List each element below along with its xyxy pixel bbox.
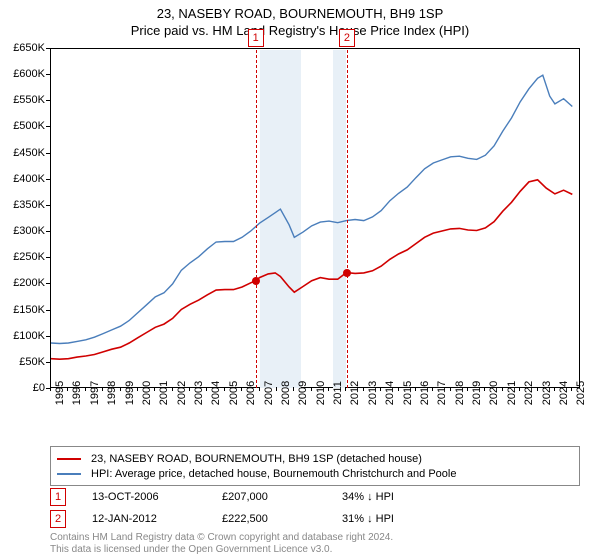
y-axis-label: £100K xyxy=(13,330,45,342)
x-axis-label: 2024 xyxy=(558,381,570,405)
y-axis-label: £250K xyxy=(13,251,45,263)
sale-diff-1: 34% ↓ HPI xyxy=(342,491,462,503)
x-axis-label: 2018 xyxy=(454,381,466,405)
y-axis-label: £50K xyxy=(19,356,45,368)
series-property xyxy=(51,180,572,359)
x-axis-label: 2010 xyxy=(315,381,327,405)
x-axis-label: 2021 xyxy=(506,381,518,405)
footer-line1: Contains HM Land Registry data © Crown c… xyxy=(50,532,393,544)
sale-marker-line xyxy=(347,50,348,388)
x-axis-label: 1999 xyxy=(124,381,136,405)
x-axis-label: 2005 xyxy=(228,381,240,405)
x-axis-label: 2002 xyxy=(176,381,188,405)
sale-marker-dot xyxy=(252,277,260,285)
sale-price-1: £207,000 xyxy=(222,491,342,503)
y-axis-label: £600K xyxy=(13,68,45,80)
sale-marker-line xyxy=(256,50,257,388)
y-axis-label: £150K xyxy=(13,304,45,316)
x-axis-label: 2022 xyxy=(523,381,535,405)
sale-date-2: 12-JAN-2012 xyxy=(92,513,222,525)
y-axis-label: £500K xyxy=(13,120,45,132)
y-axis-label: £400K xyxy=(13,173,45,185)
y-axis-label: £200K xyxy=(13,277,45,289)
y-axis-label: £450K xyxy=(13,147,45,159)
y-axis-label: £650K xyxy=(13,42,45,54)
x-axis-label: 2017 xyxy=(436,381,448,405)
title-area: 23, NASEBY ROAD, BOURNEMOUTH, BH9 1SP Pr… xyxy=(0,0,600,38)
sale-row-2: 2 12-JAN-2012 £222,500 31% ↓ HPI xyxy=(50,508,462,530)
x-axis-label: 1996 xyxy=(71,381,83,405)
x-axis-label: 1997 xyxy=(89,381,101,405)
chart-title-line1: 23, NASEBY ROAD, BOURNEMOUTH, BH9 1SP xyxy=(0,6,600,21)
y-axis-label: £300K xyxy=(13,225,45,237)
x-axis-label: 2003 xyxy=(193,381,205,405)
series-hpi xyxy=(51,75,572,343)
chart-title-line2: Price paid vs. HM Land Registry's House … xyxy=(0,23,600,38)
x-axis-label: 2012 xyxy=(349,381,361,405)
x-axis-label: 2001 xyxy=(158,381,170,405)
chart-area: £0£50K£100K£150K£200K£250K£300K£350K£400… xyxy=(50,48,580,418)
x-axis-label: 2011 xyxy=(332,381,344,405)
sales-table: 1 13-OCT-2006 £207,000 34% ↓ HPI 2 12-JA… xyxy=(50,486,462,530)
x-axis-label: 2007 xyxy=(263,381,275,405)
legend: 23, NASEBY ROAD, BOURNEMOUTH, BH9 1SP (d… xyxy=(50,446,580,486)
x-axis-label: 2014 xyxy=(384,381,396,405)
legend-label-property: 23, NASEBY ROAD, BOURNEMOUTH, BH9 1SP (d… xyxy=(91,453,422,465)
sale-diff-2: 31% ↓ HPI xyxy=(342,513,462,525)
sale-marker-1: 1 xyxy=(50,488,66,506)
x-axis-label: 2008 xyxy=(280,381,292,405)
footer-line2: This data is licensed under the Open Gov… xyxy=(50,544,393,556)
chart-container: 23, NASEBY ROAD, BOURNEMOUTH, BH9 1SP Pr… xyxy=(0,0,600,560)
x-axis-label: 1995 xyxy=(54,381,66,405)
y-axis-label: £550K xyxy=(13,94,45,106)
sale-marker-dot xyxy=(343,269,351,277)
x-axis-label: 2004 xyxy=(210,381,222,405)
legend-swatch-hpi xyxy=(57,473,81,475)
legend-swatch-property xyxy=(57,458,81,460)
x-axis-label: 2009 xyxy=(297,381,309,405)
sale-marker-2: 2 xyxy=(50,510,66,528)
x-axis-label: 2000 xyxy=(141,381,153,405)
plot-region: 12 xyxy=(50,48,580,388)
x-axis-label: 2020 xyxy=(488,381,500,405)
sale-price-2: £222,500 xyxy=(222,513,342,525)
legend-row-hpi: HPI: Average price, detached house, Bour… xyxy=(57,466,573,481)
sale-marker-badge: 1 xyxy=(248,29,264,47)
sale-date-1: 13-OCT-2006 xyxy=(92,491,222,503)
legend-row-property: 23, NASEBY ROAD, BOURNEMOUTH, BH9 1SP (d… xyxy=(57,451,573,466)
footer-attribution: Contains HM Land Registry data © Crown c… xyxy=(50,532,393,556)
sale-marker-badge: 2 xyxy=(339,29,355,47)
x-axis-label: 2015 xyxy=(402,381,414,405)
chart-lines xyxy=(51,49,581,389)
x-axis-label: 2019 xyxy=(471,381,483,405)
x-axis-label: 2006 xyxy=(245,381,257,405)
x-axis-label: 2013 xyxy=(367,381,379,405)
y-axis-label: £0 xyxy=(33,382,45,394)
x-axis-label: 2023 xyxy=(541,381,553,405)
x-axis-label: 1998 xyxy=(106,381,118,405)
x-axis-label: 2016 xyxy=(419,381,431,405)
sale-row-1: 1 13-OCT-2006 £207,000 34% ↓ HPI xyxy=(50,486,462,508)
y-axis-label: £350K xyxy=(13,199,45,211)
x-axis-label: 2025 xyxy=(575,381,587,405)
legend-label-hpi: HPI: Average price, detached house, Bour… xyxy=(91,468,456,480)
